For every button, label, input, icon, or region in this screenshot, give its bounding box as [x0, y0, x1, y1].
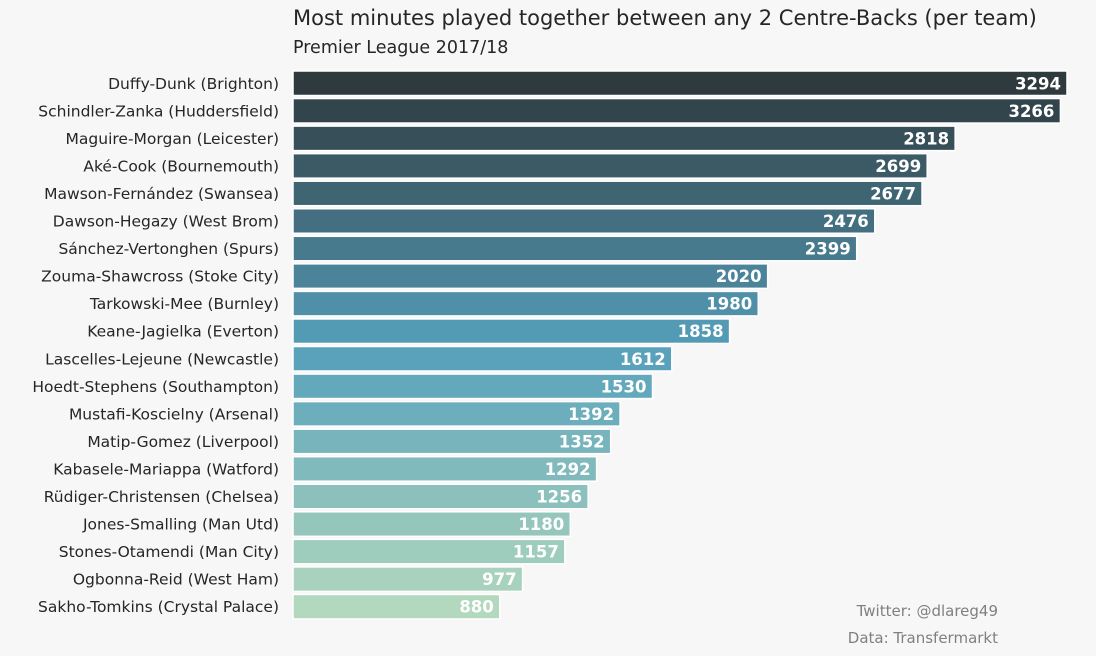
bar [292, 593, 501, 620]
bar-value-label: 1858 [678, 322, 724, 341]
bar [292, 152, 928, 179]
category-label: Mawson-Fernández (Swansea) [44, 185, 279, 203]
bar-value-label: 1980 [706, 295, 752, 314]
category-label: Keane-Jagielka (Everton) [87, 323, 279, 341]
bar-value-label: 1180 [518, 515, 564, 534]
category-label: Tarkowski-Mee (Burnley) [89, 295, 279, 313]
bar-value-label: 1157 [513, 543, 559, 562]
data-source-credit: Data: Transfermarkt [847, 629, 998, 647]
bar [292, 235, 858, 262]
bar [292, 97, 1062, 124]
bar [292, 483, 589, 510]
category-label: Hoedt-Stephens (Southampton) [32, 378, 279, 396]
bar-value-label: 1352 [559, 432, 605, 451]
category-label: Schindler-Zanka (Huddersfield) [38, 102, 279, 120]
category-label: Kabasele-Mariappa (Watford) [53, 460, 279, 478]
bar-value-label: 1292 [545, 460, 591, 479]
bar [292, 538, 566, 565]
bar-value-label: 2020 [716, 267, 762, 286]
bar-value-label: 2677 [870, 184, 916, 203]
bar [292, 511, 572, 538]
category-label: Stones-Otamendi (Man City) [59, 543, 279, 561]
chart-title: Most minutes played together between any… [293, 6, 1037, 30]
bar [292, 566, 524, 593]
chart-subtitle: Premier League 2017/18 [293, 38, 509, 58]
bar [292, 263, 769, 290]
bar-value-label: 2699 [875, 157, 921, 176]
category-label: Mustafi-Koscielny (Arsenal) [69, 405, 279, 423]
bar [292, 70, 1068, 97]
bar-value-label: 880 [459, 598, 493, 617]
bar-value-label: 2399 [805, 240, 851, 259]
bar-value-label: 1530 [601, 377, 647, 396]
bar-value-label: 2476 [823, 212, 869, 231]
bar-value-label: 3266 [1008, 102, 1054, 121]
bar-value-label: 1392 [568, 405, 614, 424]
category-label: Sánchez-Vertonghen (Spurs) [58, 240, 279, 258]
bar [292, 455, 598, 482]
category-label: Ogbonna-Reid (West Ham) [73, 571, 279, 589]
bar [292, 373, 654, 400]
category-label: Matip-Gomez (Liverpool) [87, 433, 279, 451]
category-label: Rüdiger-Christensen (Chelsea) [44, 488, 279, 506]
bar [292, 400, 621, 427]
category-label: Zouma-Shawcross (Stoke City) [41, 268, 279, 286]
bar [292, 345, 673, 372]
bar [292, 208, 876, 234]
category-label: Sakho-Tomkins (Crystal Palace) [38, 598, 279, 616]
category-label: Dawson-Hegazy (West Brom) [53, 213, 279, 231]
category-label: Aké-Cook (Bournemouth) [83, 157, 279, 175]
bar-value-label: 3294 [1015, 74, 1061, 93]
bar [292, 180, 923, 207]
category-labels: Duffy-Dunk (Brighton) Schindler-Zanka (Hu… [32, 75, 279, 616]
category-label: Lascelles-Lejeune (Newcastle) [45, 350, 279, 368]
bar-value-label: 1612 [620, 350, 666, 369]
bar-value-label: 2818 [903, 129, 949, 148]
category-label: Maguire-Morgan (Leicester) [66, 130, 279, 148]
bar [292, 290, 759, 317]
bar [292, 318, 731, 345]
category-label: Duffy-Dunk (Brighton) [108, 75, 279, 93]
category-label: Jones-Smalling (Man Utd) [82, 516, 279, 534]
twitter-credit: Twitter: @dlareg49 [856, 602, 998, 620]
bar [292, 428, 612, 455]
bar-value-label: 1256 [536, 488, 582, 507]
bar-value-label: 977 [482, 570, 516, 589]
bar [292, 125, 956, 152]
